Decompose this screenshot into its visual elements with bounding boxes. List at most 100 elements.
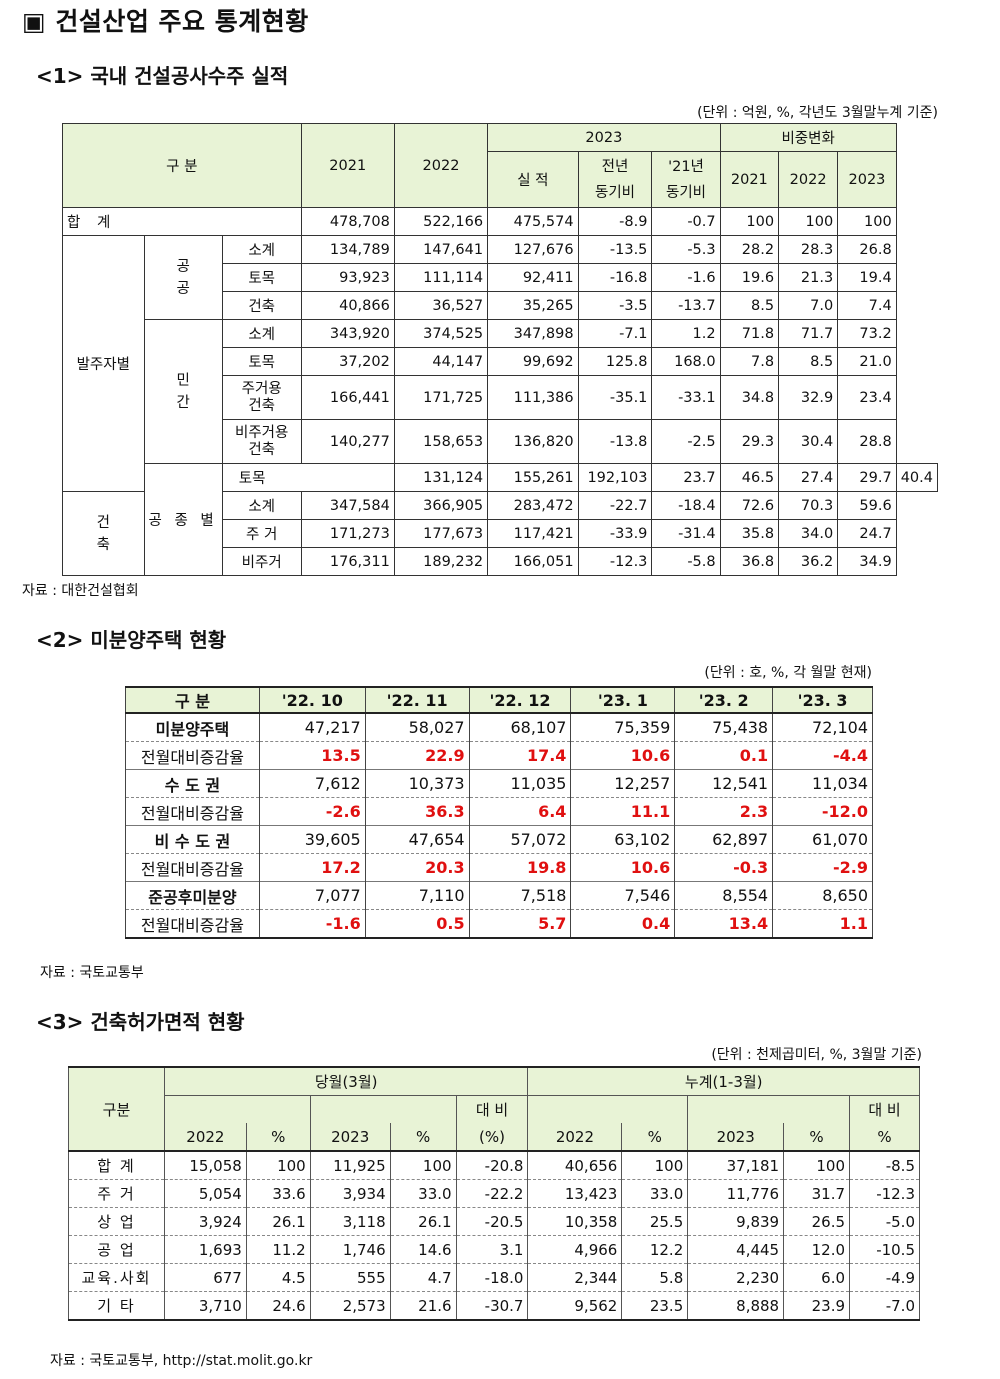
table-cell: 70.3 [778,491,839,520]
table-cell: 100 [837,207,897,236]
row-label: 주 거 [68,1179,165,1208]
table-cell: 158,653 [393,419,489,464]
table-cell: 6.0 [783,1263,851,1292]
table-cell: 7,612 [258,769,366,798]
header-yoy: 전년 동기비 [577,151,653,208]
table-cell: 2,230 [687,1263,785,1292]
table-cell: 100 [719,207,780,236]
table-cell: -1.6 [258,909,366,939]
row-label: 전월대비증감율 [125,797,260,826]
table-cell: 34.8 [719,375,780,420]
table-row: 공 종 별 토목 131,124 155,261 192,103 23.7 46.5 27… [63,463,939,576]
table-cell: -7.1 [577,319,653,348]
table-cell: 134,789 [300,235,395,264]
table-row: 합 계 15,058 100 11,925 100 -20.8 40,656 100 37,18… [68,1151,920,1180]
table-cell: 347,584 [300,491,395,520]
table-cell: 28.2 [719,235,780,264]
table-cell: 283,472 [487,491,579,520]
table-cell: 15,058 [163,1151,247,1180]
table-cell: 8.5 [778,347,839,376]
unsold-housing-table: 구 분 '22. 10'22. 11'22. 12'23. 1'23. 2'23.… [125,686,873,939]
table-cell: 189,232 [393,547,489,576]
table-cell: 13.4 [674,909,774,939]
table-row: 토목 37,202 44,147 99,692 125.8 168.0 7.8 8.5 21.… [63,347,938,376]
table-cell: 2,344 [527,1263,623,1292]
table-cell: 75,359 [570,712,676,742]
table-cell: 99,692 [487,347,579,376]
table-cell: 11.2 [245,1235,311,1264]
table-cell: 14.6 [389,1235,457,1264]
header-2022: 2022 [527,1123,623,1152]
header-month: '23. 3 [772,686,873,714]
table-cell: -2.5 [651,419,721,464]
table-cell: 9,562 [527,1291,623,1321]
table-cell: -7.0 [849,1291,920,1321]
header-2022: 2022 [393,123,489,208]
header-month: '23. 2 [674,686,774,714]
table-cell: 168.0 [651,347,721,376]
table-cell: 11,776 [687,1179,785,1208]
header-ratio-month-unit: (%) [455,1123,529,1152]
header-blank [163,1095,311,1123]
row-label: 교육.사회 [68,1263,165,1292]
table-cell: 13.5 [258,741,366,770]
table-cell: 40,866 [300,291,395,320]
table-cell: 35.8 [719,519,780,548]
table-cell: 36,527 [393,291,489,320]
table-cell: 347,898 [487,319,579,348]
table-cell: 59.6 [837,491,897,520]
row-label: 토목 [221,463,395,492]
table-cell: -4.4 [772,741,873,770]
table-cell: 166,051 [487,547,579,576]
table-row: 주 거 171,273 177,673 117,421 -33.9 -31.4 35.8 3… [63,519,938,548]
section1-heading: <1> 국내 건설공사수주 실적 [36,64,289,88]
table-cell: -30.7 [455,1291,529,1321]
table-cell: 63,102 [570,825,676,854]
table-cell: -20.8 [455,1151,529,1180]
table-cell: 12.2 [621,1235,689,1264]
table-cell: 8,650 [772,881,873,910]
table-row: 비 수 도 권 39,605 47,654 57,072 63,102 62,897 61,… [125,825,873,854]
table-cell: 100 [783,1151,851,1180]
header-pct: % [783,1123,851,1152]
header-gubun: 구 분 [62,123,302,208]
table-cell: 71.8 [719,319,780,348]
table-cell: 24.7 [837,519,897,548]
header-2023: 2023 [687,1123,785,1152]
table-cell: 11.1 [570,797,676,826]
table-cell: 5.8 [621,1263,689,1292]
table-cell: 3,934 [309,1179,391,1208]
table-cell: -4.9 [849,1263,920,1292]
row-label: 비주거용 건축 [221,419,302,464]
table-cell: -3.5 [577,291,653,320]
table-cell: -5.8 [651,547,721,576]
table-row: 미분양주택 47,217 58,027 68,107 75,359 75,438 72,10… [125,712,873,742]
table-cell: 3,118 [309,1207,391,1236]
table-row: 공 업 1,693 11.2 1,746 14.6 3.1 4,966 12.2 4,445 12… [68,1235,920,1264]
table-cell: 171,725 [393,375,489,420]
table-cell: 140,277 [300,419,395,464]
table-cell: 26.1 [245,1207,311,1236]
table-cell: 10.6 [570,853,676,882]
header-month: '23. 1 [570,686,676,714]
header-2021: 2021 [300,123,395,208]
table-cell: -0.7 [651,207,721,236]
table-row: 준공후미분양 7,077 7,110 7,518 7,546 8,554 8,650 [125,881,873,910]
table-cell: 177,673 [393,519,489,548]
table-row: 발주자별 공 공 소계 134,789 147,641 127,676 -13.5 -5… [62,235,938,492]
header-pct: % [389,1123,457,1152]
table-cell: 36.3 [364,797,470,826]
section2-source: 자료 : 국토교통부 [40,965,144,981]
table-cell: 0.5 [364,909,470,939]
table-cell: 23.4 [837,375,897,420]
table-cell: -13.5 [577,235,653,264]
table-cell: 100 [778,207,839,236]
table-cell: 125.8 [577,347,653,376]
table-cell: 111,114 [393,263,489,292]
table-cell: 1.2 [651,319,721,348]
table-cell: -5.3 [651,235,721,264]
section2-heading: <2> 미분양주택 현황 [36,628,227,652]
table-cell: 7,518 [468,881,572,910]
table-cell: 40,656 [527,1151,623,1180]
table-row: 주거용 건축 166,441 171,725 111,386 -35.1 -33.1 34… [63,375,938,420]
